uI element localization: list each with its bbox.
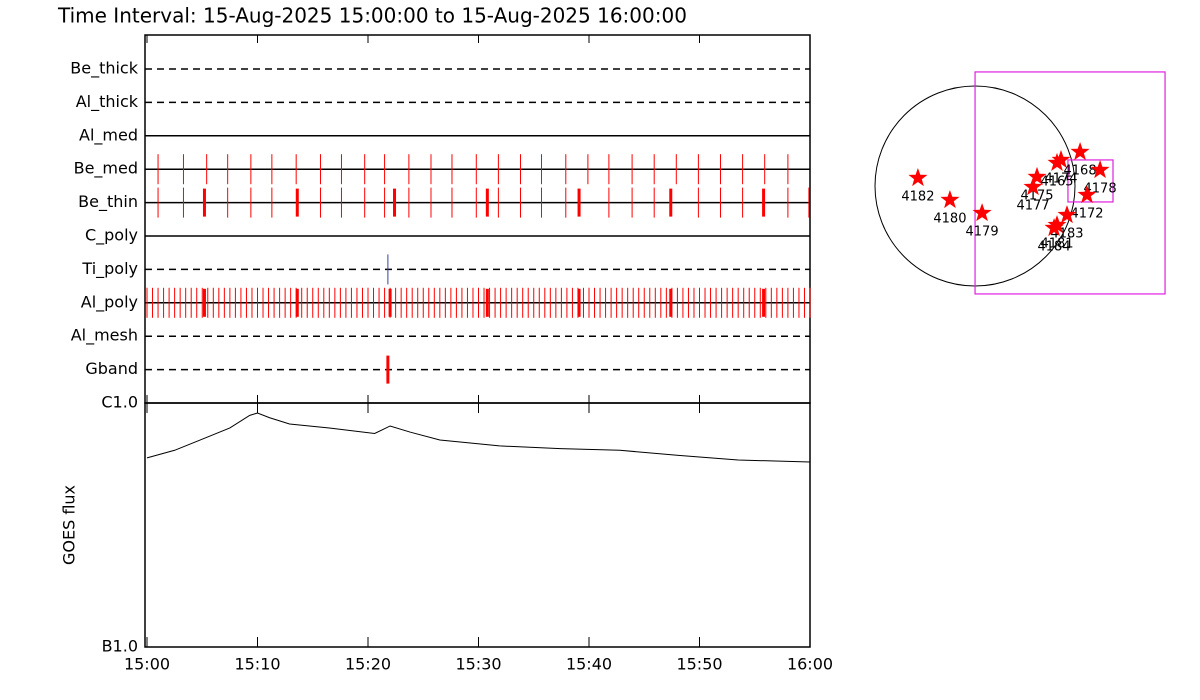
region-label: 4183 bbox=[1050, 227, 1083, 242]
region-label: 4182 bbox=[901, 190, 934, 205]
row-label: Al_thick bbox=[76, 92, 139, 112]
fov-box bbox=[974, 71, 1166, 295]
y-tick-label: B1.0 bbox=[102, 637, 138, 656]
region-label: 4180 bbox=[933, 212, 966, 227]
row-label: Al_med bbox=[79, 125, 138, 145]
x-tick-label: 16:00 bbox=[787, 655, 833, 674]
region-star bbox=[1047, 215, 1067, 234]
goes-frame bbox=[144, 402, 811, 648]
region-label: 4181 bbox=[1040, 237, 1073, 252]
region-star bbox=[1051, 150, 1071, 169]
region-star bbox=[1077, 185, 1097, 204]
x-tick-label: 15:20 bbox=[345, 655, 391, 674]
row-label: Gband bbox=[85, 359, 138, 378]
region-star bbox=[1027, 166, 1047, 185]
row-label: Be_thin bbox=[78, 192, 138, 212]
region-star bbox=[1057, 205, 1077, 224]
chart-title: Time Interval: 15-Aug-2025 15:00:00 to 1… bbox=[57, 4, 687, 28]
region-label: 4179 bbox=[966, 225, 999, 240]
region-star bbox=[940, 190, 960, 209]
region-star bbox=[1090, 160, 1110, 179]
region-star bbox=[972, 203, 992, 222]
row-label: Ti_poly bbox=[81, 259, 138, 279]
region-label: 4172 bbox=[1070, 207, 1103, 222]
region-star bbox=[1023, 177, 1043, 196]
x-tick-label: 15:10 bbox=[234, 655, 280, 674]
row-label: Be_thick bbox=[70, 59, 138, 79]
row-label: Be_med bbox=[74, 159, 138, 179]
region-label: 4165 bbox=[1040, 174, 1073, 189]
region-label: 4184 bbox=[1038, 240, 1071, 255]
timeline-frame bbox=[144, 34, 811, 404]
fov-box bbox=[1067, 159, 1114, 203]
goes-curve bbox=[146, 412, 811, 463]
x-tick-label: 15:40 bbox=[566, 655, 612, 674]
row-label: Al_poly bbox=[81, 292, 138, 312]
x-tick-label: 15:30 bbox=[455, 655, 501, 674]
y-axis-label: GOES flux bbox=[60, 485, 79, 565]
region-star bbox=[1044, 218, 1064, 237]
x-tick-label: 15:50 bbox=[676, 655, 722, 674]
region-label: 4177 bbox=[1016, 199, 1049, 214]
region-star bbox=[908, 168, 928, 187]
region-label: 4168 bbox=[1064, 164, 1097, 179]
row-label: Al_mesh bbox=[71, 326, 138, 346]
region-label: 4174 bbox=[1044, 172, 1077, 187]
region-star bbox=[1070, 142, 1090, 161]
x-tick-label: 15:00 bbox=[124, 655, 170, 674]
y-tick-label: C1.0 bbox=[101, 393, 138, 412]
row-label: C_poly bbox=[85, 226, 138, 246]
